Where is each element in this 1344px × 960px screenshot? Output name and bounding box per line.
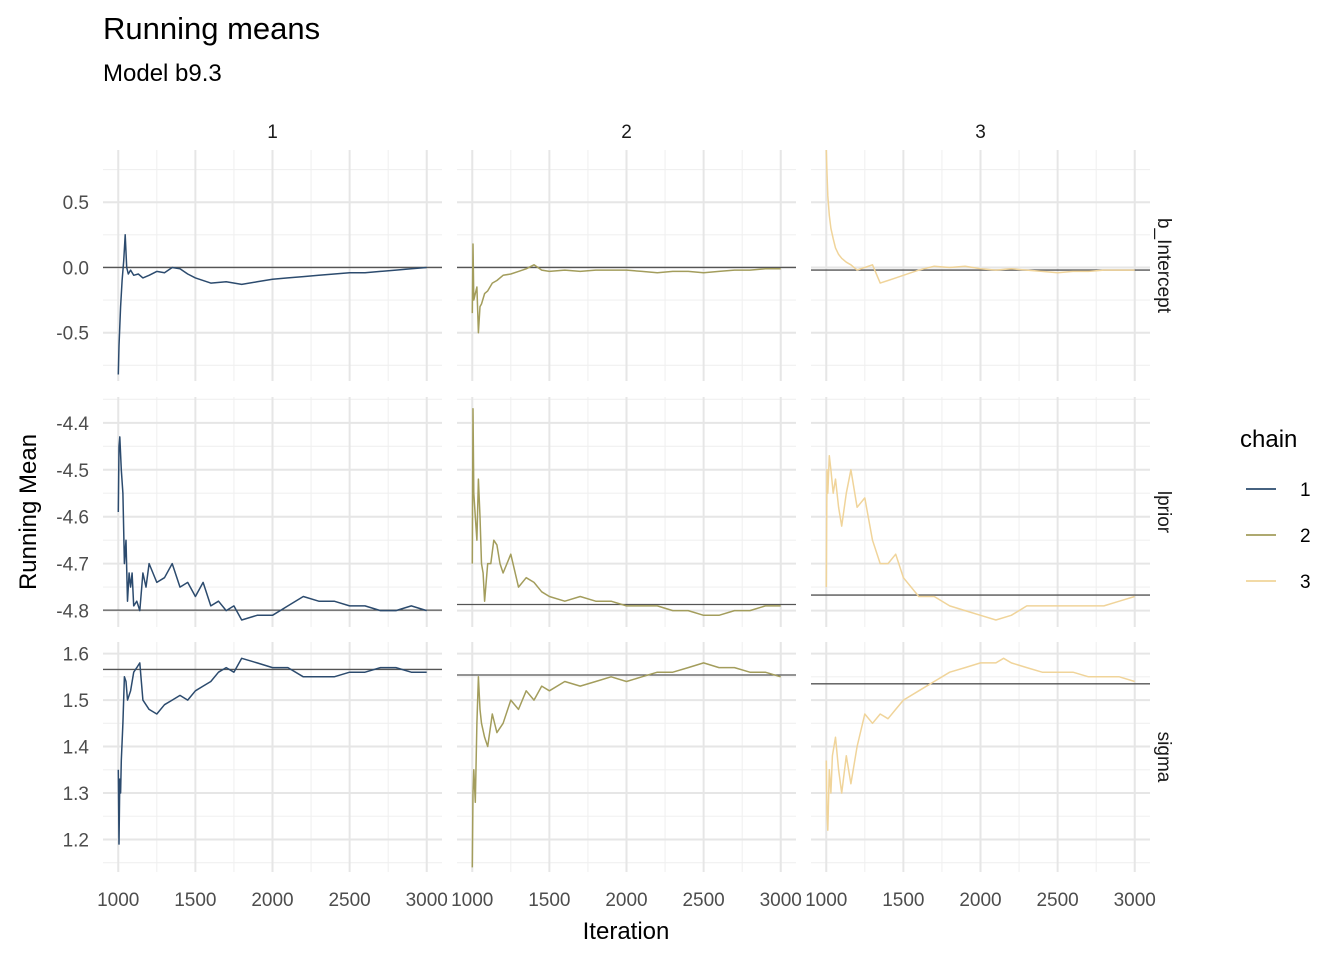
chart-subtitle: Model b9.3: [103, 60, 222, 87]
y-tick-label: -4.5: [56, 461, 89, 482]
y-tick-label: 0.5: [63, 193, 89, 214]
facet-row-strip-label: b_Intercept: [1153, 218, 1174, 314]
legend-label: 1: [1300, 480, 1311, 501]
series-line-chain-1-b_Intercept: [117, 234, 427, 375]
x-tick-label: 2500: [328, 890, 370, 911]
series-lines-layer: [117, 149, 1135, 868]
facet-row-strip-label: lprior: [1153, 491, 1174, 534]
series-line-chain-2-lprior: [471, 407, 781, 617]
x-tick-label: 2000: [251, 890, 293, 911]
y-tick-label: 0.0: [63, 258, 89, 279]
reference-lines-layer: [103, 266, 1150, 685]
facet-col-strip-label: 1: [267, 122, 278, 143]
y-tick-label: 1.2: [63, 830, 89, 851]
x-tick-label: 1500: [882, 890, 924, 911]
x-tick-label: 2000: [605, 890, 647, 911]
x-tick-label: 1000: [805, 890, 847, 911]
y-tick-label: 1.5: [63, 691, 89, 712]
series-line-chain-1-sigma: [117, 657, 427, 845]
labels-layer: -0.5 0.0 0.5 b_Intercept -4.8 -4.7 -4.6 -4.5 -4.…: [15, 122, 1174, 945]
series-line-chain-3-sigma: [825, 657, 1135, 831]
x-tick-label: 1000: [451, 890, 493, 911]
grid-layer: [103, 150, 1150, 872]
legend: chain 1 2 3: [1240, 426, 1311, 593]
chart-title: Running means: [103, 11, 321, 46]
series-line-chain-3-b_Intercept: [825, 149, 1135, 284]
x-tick-label: 2000: [959, 890, 1001, 911]
y-tick-label: -0.5: [56, 324, 89, 345]
x-axis-title: Iteration: [583, 918, 670, 945]
x-tick-label: 2500: [1036, 890, 1078, 911]
x-tick-label: 3000: [760, 890, 802, 911]
facet-col-strip-label: 3: [975, 122, 986, 143]
y-tick-label: 1.6: [63, 645, 89, 666]
legend-label: 3: [1300, 572, 1311, 593]
series-line-chain-2-b_Intercept: [471, 243, 781, 334]
facet-col-strip-label: 2: [621, 122, 632, 143]
y-tick-label: -4.8: [56, 602, 89, 623]
series-line-chain-1-lprior: [117, 436, 427, 621]
x-tick-label: 1500: [174, 890, 216, 911]
x-tick-label: 2500: [682, 890, 724, 911]
facet-row-strip-label: sigma: [1153, 732, 1174, 783]
y-tick-label: -4.7: [56, 555, 89, 576]
y-tick-label: 1.4: [63, 738, 90, 759]
x-tick-label: 3000: [1114, 890, 1156, 911]
series-line-chain-2-sigma: [471, 662, 781, 868]
legend-title: chain: [1240, 426, 1297, 453]
y-axis-title: Running Mean: [15, 434, 42, 590]
x-tick-label: 1500: [528, 890, 570, 911]
x-tick-label: 1000: [97, 890, 139, 911]
legend-label: 2: [1300, 526, 1311, 547]
x-tick-label: 3000: [406, 890, 448, 911]
series-line-chain-3-lprior: [825, 454, 1135, 621]
y-tick-label: -4.4: [56, 414, 89, 435]
y-tick-label: -4.6: [56, 508, 89, 529]
y-tick-label: 1.3: [63, 784, 89, 805]
